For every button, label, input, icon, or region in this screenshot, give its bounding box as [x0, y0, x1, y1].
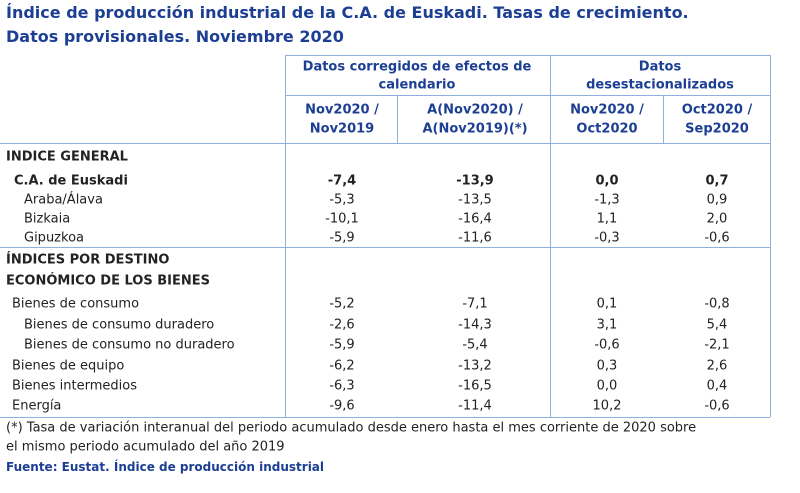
- cell-value: -7,4: [327, 173, 357, 189]
- cell-value: -11,4: [458, 398, 492, 414]
- cell-value: -13,9: [456, 173, 494, 189]
- group-header: desestacionalizados: [586, 77, 734, 93]
- cell-value: -6,3: [329, 378, 355, 394]
- cell-value: 5,4: [706, 317, 728, 333]
- footnote-line: el mismo periodo acumulado del año 2019: [6, 439, 285, 455]
- column-header: Sep2020: [685, 121, 749, 137]
- cell-value: -5,2: [329, 296, 355, 312]
- cell-value: -0,6: [594, 337, 620, 353]
- cell-value: 10,2: [592, 398, 622, 414]
- cell-value: -13,2: [458, 358, 492, 374]
- row-label: C.A. de Euskadi: [14, 173, 128, 189]
- cell-value: -13,5: [458, 192, 492, 208]
- group-header: Datos corregidos de efectos de: [302, 59, 532, 75]
- cell-value: -0,3: [594, 230, 620, 246]
- column-header: Nov2020 /: [305, 102, 379, 118]
- cell-value: 0,1: [596, 296, 618, 312]
- cell-value: -5,4: [462, 337, 488, 353]
- cell-value: -16,4: [458, 211, 492, 227]
- column-header: A(Nov2019)(*): [422, 121, 528, 137]
- cell-value: -10,1: [325, 211, 359, 227]
- rule: [397, 95, 398, 143]
- title-line: Datos provisionales. Noviembre 2020: [6, 27, 344, 46]
- cell-value: -16,5: [458, 378, 492, 394]
- cell-value: -2,6: [329, 317, 355, 333]
- cell-value: -2,1: [704, 337, 730, 353]
- cell-value: -11,6: [458, 230, 492, 246]
- column-header: Nov2020 /: [570, 102, 644, 118]
- cell-value: -0,8: [704, 296, 730, 312]
- cell-value: 0,0: [595, 173, 619, 189]
- row-label: Bienes de consumo duradero: [24, 317, 215, 333]
- rule: [550, 55, 551, 417]
- row-label: Bienes de consumo no duradero: [24, 337, 235, 353]
- cell-value: 0,9: [706, 192, 728, 208]
- title-line: Índice de producción industrial de la C.…: [6, 3, 689, 22]
- cell-value: 0,4: [706, 378, 728, 394]
- cell-value: 1,1: [596, 211, 618, 227]
- rule: [770, 55, 771, 417]
- footnote-line: (*) Tasa de variación interanual del per…: [6, 420, 697, 436]
- row-label: Bienes de consumo: [12, 296, 140, 312]
- cell-value: -6,2: [329, 358, 355, 374]
- cell-value: -0,6: [704, 230, 730, 246]
- cell-value: 0,3: [596, 358, 618, 374]
- group-header: calendario: [378, 77, 456, 93]
- rule: [0, 247, 770, 248]
- rule: [663, 95, 664, 143]
- column-header: Nov2019: [309, 121, 375, 137]
- column-header: Oct2020 /: [681, 102, 753, 118]
- section-title: ÍNDICES POR DESTINO: [6, 252, 170, 268]
- rule: [0, 143, 770, 144]
- cell-value: -5,3: [329, 192, 355, 208]
- cell-value: -7,1: [462, 296, 488, 312]
- cell-value: 0,7: [705, 173, 729, 189]
- rule: [285, 55, 286, 417]
- cell-value: 0,0: [596, 378, 618, 394]
- source: Fuente: Eustat. Índice de producción ind…: [6, 460, 325, 474]
- section-title: ECONÓMICO DE LOS BIENES: [6, 273, 211, 289]
- cell-value: -9,6: [329, 398, 355, 414]
- row-label: Araba/Álava: [24, 192, 103, 208]
- cell-value: -14,3: [458, 317, 492, 333]
- cell-value: -0,6: [704, 398, 730, 414]
- row-label: Bizkaia: [24, 211, 71, 227]
- rule: [0, 417, 770, 418]
- cell-value: 2,6: [706, 358, 728, 374]
- group-header: Datos: [638, 59, 682, 75]
- cell-value: 3,1: [596, 317, 618, 333]
- cell-value: -1,3: [594, 192, 620, 208]
- row-label: Bienes de equipo: [12, 358, 125, 374]
- cell-value: -5,9: [329, 230, 355, 246]
- rule: [285, 95, 770, 96]
- row-label: Bienes intermedios: [12, 378, 137, 394]
- section-title: INDICE GENERAL: [6, 149, 128, 165]
- row-label: Gipuzkoa: [24, 230, 84, 246]
- cell-value: 2,0: [706, 211, 728, 227]
- row-label: Energía: [12, 398, 62, 414]
- column-header: A(Nov2020) /: [427, 102, 523, 118]
- rule: [285, 55, 770, 56]
- cell-value: -5,9: [329, 337, 355, 353]
- column-header: Oct2020: [576, 121, 638, 137]
